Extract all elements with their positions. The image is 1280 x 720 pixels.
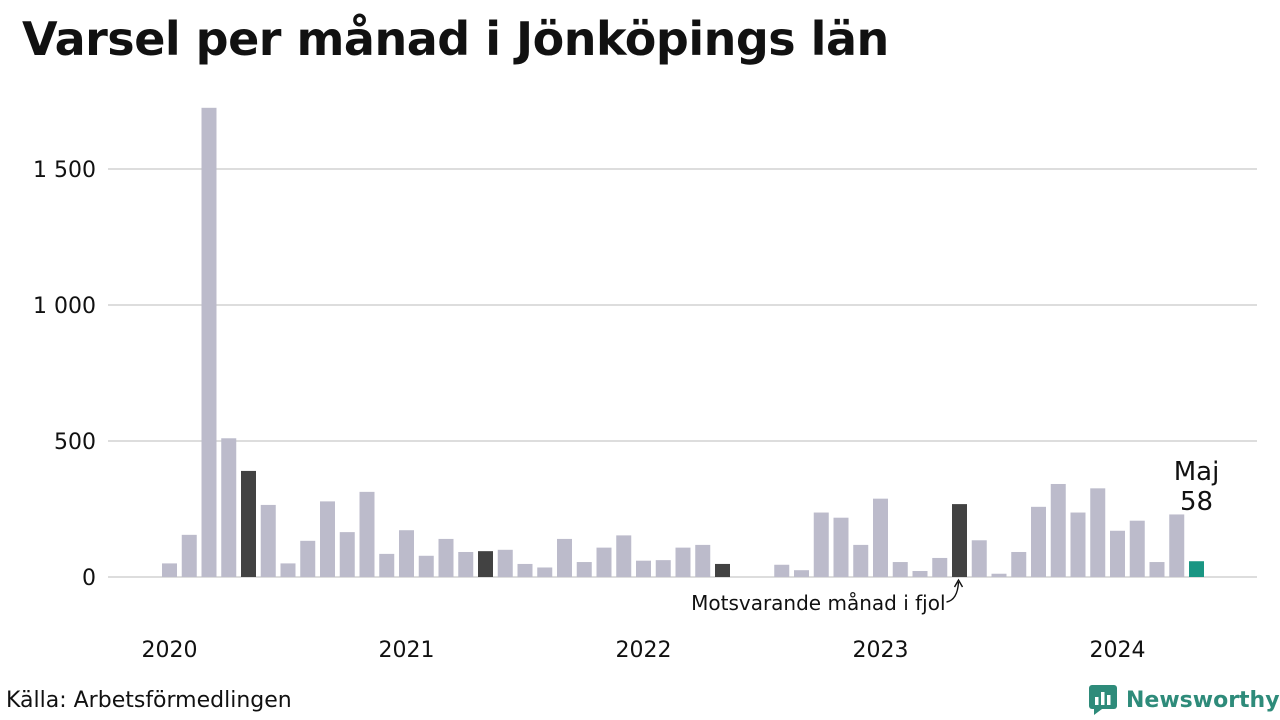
bar-2021-03 xyxy=(438,538,454,577)
bar-2023-05 xyxy=(952,504,967,577)
bar-2022-08 xyxy=(774,564,790,577)
x-axis-year-labels: 2020 2021 2022 2023 2024 xyxy=(142,638,1146,663)
x-tick-label-2024: 2024 xyxy=(1090,638,1146,663)
bar-2021-12 xyxy=(616,535,632,577)
bar-2023-08 xyxy=(1011,551,1027,577)
y-tick-label: 1 000 xyxy=(33,294,96,319)
bar-2024-04 xyxy=(1169,514,1185,577)
bar-2021-02 xyxy=(418,555,434,577)
x-tick-label-2023: 2023 xyxy=(853,638,909,663)
bar-2023-02 xyxy=(892,562,908,577)
bar-2022-01 xyxy=(636,560,651,577)
bar-2022-02 xyxy=(655,560,671,577)
bar-2020-03 xyxy=(201,107,217,578)
source-credit: Källa: Arbetsförmedlingen xyxy=(6,688,292,713)
annotation-arrow xyxy=(946,581,960,603)
bar-2022-04 xyxy=(695,544,711,577)
bar-2020-06 xyxy=(260,504,276,577)
x-tick-label-2020: 2020 xyxy=(142,638,198,663)
brand[interactable]: Newsworthy xyxy=(1088,684,1280,716)
bar-2023-06 xyxy=(971,540,987,577)
bar-2024-01 xyxy=(1110,530,1125,577)
bar-2022-10 xyxy=(813,512,829,577)
bar-2024-02 xyxy=(1129,520,1145,577)
bar-2021-10 xyxy=(576,562,592,577)
x-tick-label-2021: 2021 xyxy=(379,638,435,663)
bar-2021-07 xyxy=(517,563,533,577)
bar-2022-11 xyxy=(833,517,849,577)
bar-2020-02 xyxy=(181,534,197,577)
bar-2022-03 xyxy=(675,547,691,577)
annotation-arrowhead xyxy=(953,578,964,588)
bar-2020-01 xyxy=(162,563,177,577)
bar-2020-07 xyxy=(280,563,296,577)
bar-2022-05 xyxy=(715,563,730,577)
newsworthy-logo-icon xyxy=(1089,685,1117,715)
bar-2023-04 xyxy=(932,557,948,577)
latest-month-label: Maj xyxy=(1174,457,1220,487)
y-tick-label: 0 xyxy=(82,566,96,591)
bar-2023-07 xyxy=(991,573,1007,577)
bars xyxy=(162,107,1204,578)
y-tick-label: 500 xyxy=(54,430,96,455)
bar-2023-11 xyxy=(1070,512,1086,577)
bar-2023-12 xyxy=(1090,488,1106,577)
bar-2020-12 xyxy=(379,553,395,577)
bar-2021-05 xyxy=(478,551,493,577)
chart-title: Varsel per månad i Jönköpings län xyxy=(22,12,889,66)
y-axis-tick-labels: 0 500 1 000 1 500 xyxy=(33,158,96,591)
bar-2021-11 xyxy=(596,547,612,577)
bar-2021-09 xyxy=(557,538,572,577)
bar-2020-11 xyxy=(359,491,375,577)
bar-2021-01 xyxy=(399,530,414,577)
bar-2020-09 xyxy=(320,501,335,577)
bar-2020-08 xyxy=(300,540,316,577)
bar-2023-01 xyxy=(873,498,888,577)
bar-2022-12 xyxy=(853,544,869,577)
bar-2023-09 xyxy=(1031,506,1046,577)
bar-2020-10 xyxy=(339,532,355,577)
y-tick-label: 1 500 xyxy=(33,158,96,183)
bar-2021-08 xyxy=(537,567,553,577)
annotation: Motsvarande månad i fjol xyxy=(691,578,964,615)
bar-2021-04 xyxy=(458,551,474,577)
bar-2022-09 xyxy=(794,570,809,577)
bar-2020-04 xyxy=(221,438,237,577)
annotation-text: Motsvarande månad i fjol xyxy=(691,591,945,615)
bar-2024-05 xyxy=(1189,561,1204,577)
x-tick-label-2022: 2022 xyxy=(616,638,672,663)
bar-2023-10 xyxy=(1050,483,1066,577)
bar-2024-03 xyxy=(1149,562,1165,577)
latest-value: 58 xyxy=(1180,487,1213,517)
bar-2023-03 xyxy=(912,571,928,577)
bar-2021-06 xyxy=(497,549,513,577)
bar-2020-05 xyxy=(241,470,256,577)
brand-name: Newsworthy xyxy=(1126,687,1280,713)
